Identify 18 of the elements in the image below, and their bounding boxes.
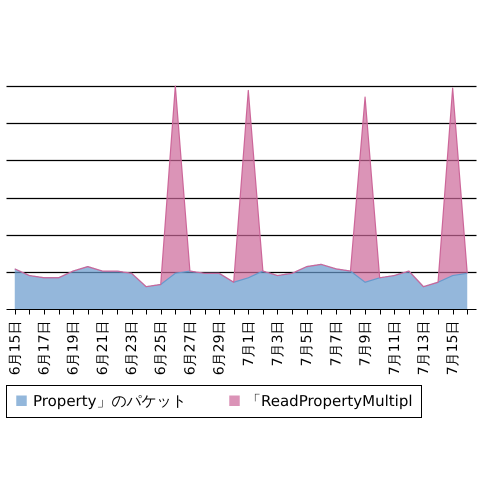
x-tick-label: 7月1日 <box>240 320 257 366</box>
x-tick-label: 6月15日 <box>7 320 24 376</box>
x-tick-label: 7月5日 <box>299 320 316 366</box>
x-tick-label: 6月21日 <box>94 320 111 376</box>
x-tick-label: 7月7日 <box>328 320 344 366</box>
legend-label: Property」のパケット <box>33 392 186 410</box>
x-tick-label: 6月25日 <box>153 320 170 376</box>
x-tick-label: 7月3日 <box>270 320 286 366</box>
x-tick-label: 6月17日 <box>36 320 52 376</box>
x-tick-label: 7月9日 <box>358 320 374 366</box>
x-tick-label: 6月29日 <box>212 320 228 376</box>
x-tick-label: 6月27日 <box>182 320 198 376</box>
x-tick-label: 7月13日 <box>416 320 432 376</box>
x-tick-label: 6月19日 <box>66 320 82 376</box>
x-tick-label: 7月15日 <box>445 320 462 376</box>
x-tick-label: 6月23日 <box>124 320 140 376</box>
legend-label: 「ReadPropertyMultipl <box>246 392 413 410</box>
x-tick-label: 7月11日 <box>386 320 403 376</box>
